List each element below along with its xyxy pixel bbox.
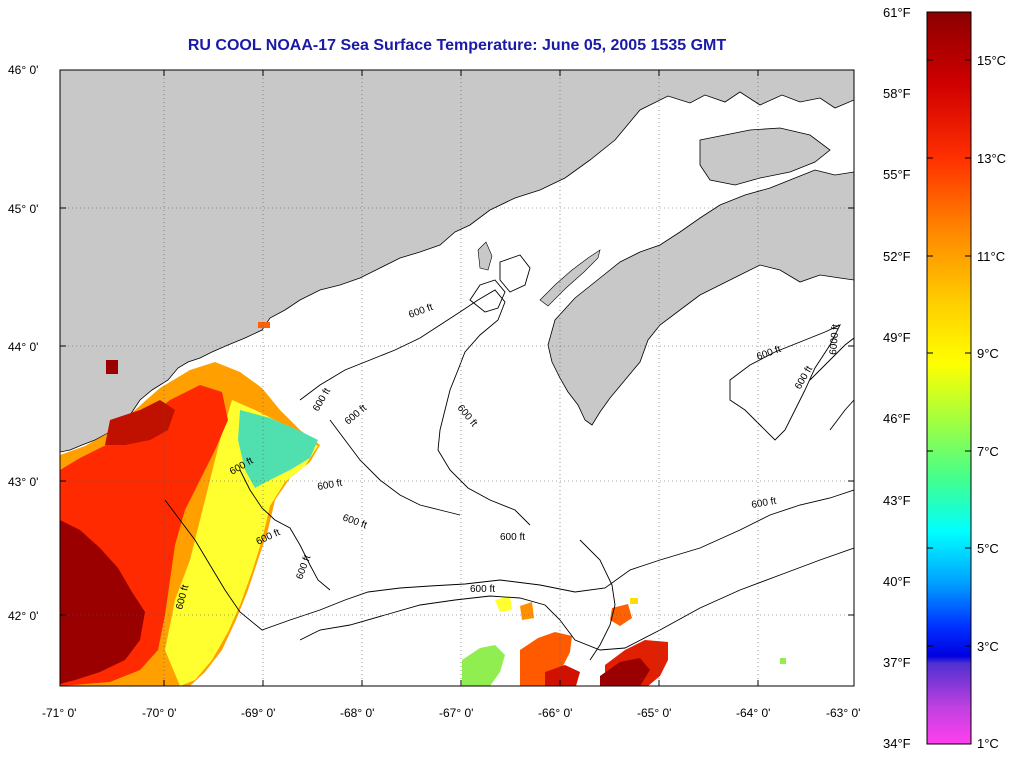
lon-label-68: -68° 0' (340, 706, 374, 720)
lat-label-43: 43° 0' (8, 475, 38, 489)
land-island (477, 241, 493, 271)
colorbar-celsius-labels: 15°C 13°C 11°C 9°C 7°C 5°C 3°C 1°C (977, 53, 1006, 751)
lon-label-66: -66° 0' (538, 706, 572, 720)
colorbar-gradient (926, 11, 972, 745)
lon-label-63: -63° 0' (826, 706, 860, 720)
land-northern-ns (699, 127, 831, 186)
latitude-labels: 46° 0' 45° 0' 44° 0' 43° 0' 42° 0' (8, 63, 38, 623)
colorbar: 61°F 58°F 55°F 52°F 49°F 46°F 43°F 40°F … (883, 5, 1006, 751)
grid-lines (60, 70, 854, 686)
cb-c-label: 9°C (977, 346, 999, 361)
cb-f-label: 52°F (883, 249, 911, 264)
land-mainland (60, 70, 854, 453)
cb-f-label: 49°F (883, 330, 911, 345)
lon-label-71: -71° 0' (42, 706, 76, 720)
cb-c-label: 15°C (977, 53, 1006, 68)
cb-c-label: 3°C (977, 639, 999, 654)
bathymetry-contours (164, 254, 854, 661)
contour-label: 6000 ft (828, 324, 842, 356)
cb-c-label: 5°C (977, 541, 999, 556)
cb-c-label: 13°C (977, 151, 1006, 166)
lon-label-65: -65° 0' (637, 706, 671, 720)
cb-f-label: 37°F (883, 655, 911, 670)
cb-c-label: 11°C (977, 249, 1005, 264)
lon-label-67: -67° 0' (439, 706, 473, 720)
lat-label-46: 46° 0' (8, 63, 38, 77)
cb-f-label: 43°F (883, 493, 911, 508)
lon-label-69: -69° 0' (241, 706, 275, 720)
contour-label: 600 ft (470, 584, 495, 595)
cb-f-label: 34°F (883, 736, 911, 751)
land-nova-scotia (547, 169, 854, 426)
cb-c-label: 1°C (977, 736, 999, 751)
contour-label: 600 ft (317, 478, 344, 493)
contour-label: 600 ft (500, 532, 525, 543)
map-frame (59, 69, 855, 687)
cb-c-label: 7°C (977, 444, 999, 459)
contour-label: 600 ft (751, 496, 778, 511)
cb-f-label: 58°F (883, 86, 911, 101)
colorbar-ticks (927, 59, 971, 647)
longitude-labels: -71° 0' -70° 0' -69° 0' -68° 0' -67° 0' … (42, 706, 860, 720)
cb-f-label: 61°F (883, 5, 911, 20)
lon-label-64: -64° 0' (736, 706, 770, 720)
colorbar-fahrenheit-labels: 61°F 58°F 55°F 52°F 49°F 46°F 43°F 40°F … (883, 5, 911, 751)
lat-label-42: 42° 0' (8, 609, 38, 623)
cb-f-label: 46°F (883, 411, 911, 426)
lat-label-44: 44° 0' (8, 340, 38, 354)
lon-label-70: -70° 0' (142, 706, 176, 720)
axis-ticks (60, 70, 854, 686)
sst-data-layer (60, 322, 786, 686)
cb-f-label: 55°F (883, 167, 911, 182)
page-title: RU COOL NOAA-17 Sea Surface Temperature:… (187, 37, 727, 54)
cb-f-label: 40°F (883, 574, 911, 589)
land-island (539, 249, 601, 307)
lat-label-45: 45° 0' (8, 202, 38, 216)
